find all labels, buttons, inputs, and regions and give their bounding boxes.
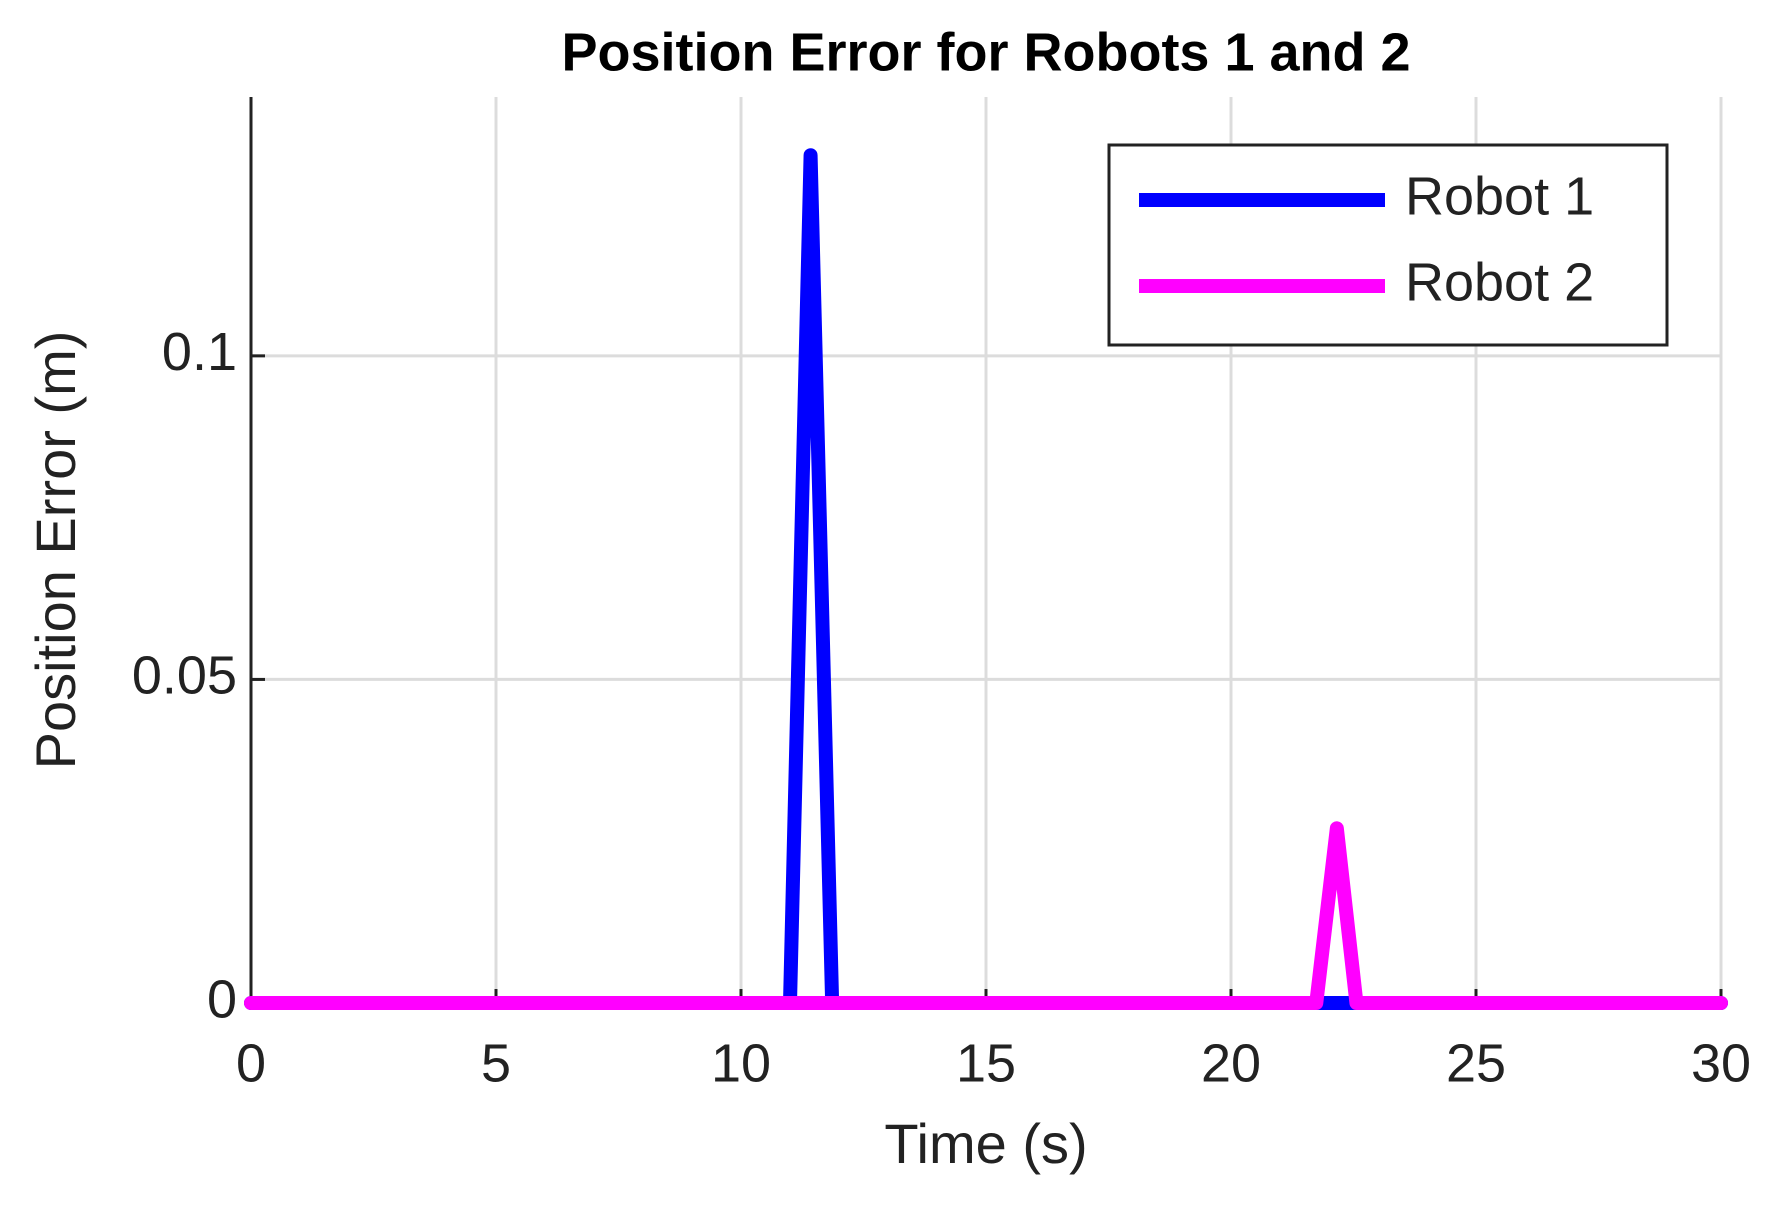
legend-box <box>1107 143 1669 347</box>
y-tick-label: 0.1 <box>162 322 237 382</box>
y-tick-label: 0 <box>207 969 237 1029</box>
x-tick-label: 30 <box>1691 1033 1751 1093</box>
y-axis-label: Position Error (m) <box>24 331 87 770</box>
y-tick-label: 0.05 <box>132 646 237 706</box>
x-tick-label: 0 <box>236 1033 266 1093</box>
x-tick-label: 25 <box>1446 1033 1506 1093</box>
x-tick-label: 10 <box>711 1033 771 1093</box>
x-tick-label: 15 <box>956 1033 1016 1093</box>
chart-title: Position Error for Robots 1 and 2 <box>561 22 1410 82</box>
x-tick-label: 20 <box>1201 1033 1261 1093</box>
x-axis-label: Time (s) <box>884 1112 1087 1175</box>
x-tick-label: 5 <box>481 1033 511 1093</box>
data-line <box>244 821 1728 1010</box>
legend-label: Robot 2 <box>1405 252 1594 312</box>
legend-label: Robot 1 <box>1405 166 1594 226</box>
